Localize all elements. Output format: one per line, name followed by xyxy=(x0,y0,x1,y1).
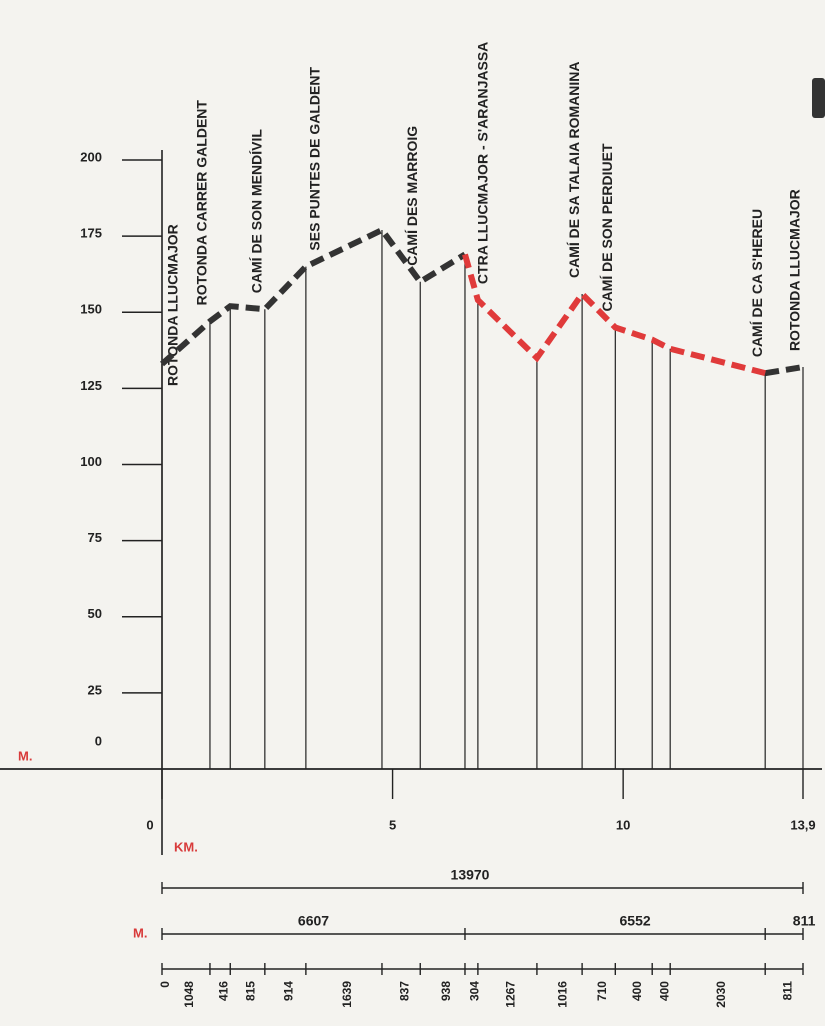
distance-label: 304 xyxy=(468,981,482,1001)
distance-label: 400 xyxy=(657,981,671,1001)
y-tick-label: 25 xyxy=(88,682,102,697)
station-label: ROTONDA LLUCMAJOR xyxy=(787,189,803,351)
distance-label: 1048 xyxy=(182,981,196,1008)
distance-label: 400 xyxy=(630,981,644,1001)
distance-label: 416 xyxy=(216,981,230,1001)
y-tick-label: 125 xyxy=(80,378,102,393)
total-label: 13970 xyxy=(451,867,490,883)
station-label: CTRA LLUCMAJOR - S'ARANJASSA xyxy=(475,42,491,284)
y-tick-label: 150 xyxy=(80,302,102,317)
y-tick-label: 75 xyxy=(88,530,102,545)
distance-label: 815 xyxy=(244,981,258,1001)
distance-label: 710 xyxy=(595,981,609,1001)
section-label: 811 xyxy=(793,913,816,929)
x-tick-label: 5 xyxy=(389,817,396,832)
y-axis-label: M. xyxy=(18,748,32,763)
distance-label: 1639 xyxy=(340,981,354,1008)
profile-line xyxy=(462,253,766,377)
x-tick-label: 0 xyxy=(146,817,153,832)
y-tick-label: 175 xyxy=(80,226,102,241)
distance-label: 1016 xyxy=(556,981,570,1008)
distance-label: 0 xyxy=(158,981,172,988)
distance-label: 914 xyxy=(282,981,296,1001)
section-label: 6552 xyxy=(620,913,651,929)
station-label: CAMÍ DE SA TALAIA ROMANINA xyxy=(566,62,582,278)
station-label: SES PUNTES DE GALDENT xyxy=(307,67,323,251)
distance-label: 837 xyxy=(397,981,411,1001)
section-label: 6607 xyxy=(298,913,329,929)
profile-line xyxy=(764,364,804,377)
y-tick-label: 200 xyxy=(80,149,102,164)
distance-label: 938 xyxy=(439,981,453,1001)
station-label: CAMÍ DES MARROIG xyxy=(404,126,420,266)
profile-line xyxy=(160,226,467,367)
y-tick-label: 50 xyxy=(88,606,102,621)
y-tick-label: 100 xyxy=(80,454,102,469)
x-axis-label: KM. xyxy=(174,839,198,854)
y-tick-label: 0 xyxy=(95,733,102,748)
distance-label: 1267 xyxy=(504,981,518,1008)
station-label: CAMÍ DE SON MENDÍVIL xyxy=(249,129,265,294)
distance-label: 811 xyxy=(780,981,794,1001)
x-tick-label: 10 xyxy=(616,817,630,832)
station-label: CAMÍ DE SON PERDIUET xyxy=(599,143,615,311)
page-tab xyxy=(812,78,825,118)
station-label: ROTONDA CARRER GALDENT xyxy=(194,100,210,306)
station-label: CAMÍ DE CA S'HEREU xyxy=(749,209,765,357)
distance-label: 2030 xyxy=(714,981,728,1008)
x-tick-label: 13,9 xyxy=(790,817,815,832)
station-label: ROTONDA LLUCMAJOR xyxy=(165,224,181,386)
sections-label: M. xyxy=(133,925,147,940)
